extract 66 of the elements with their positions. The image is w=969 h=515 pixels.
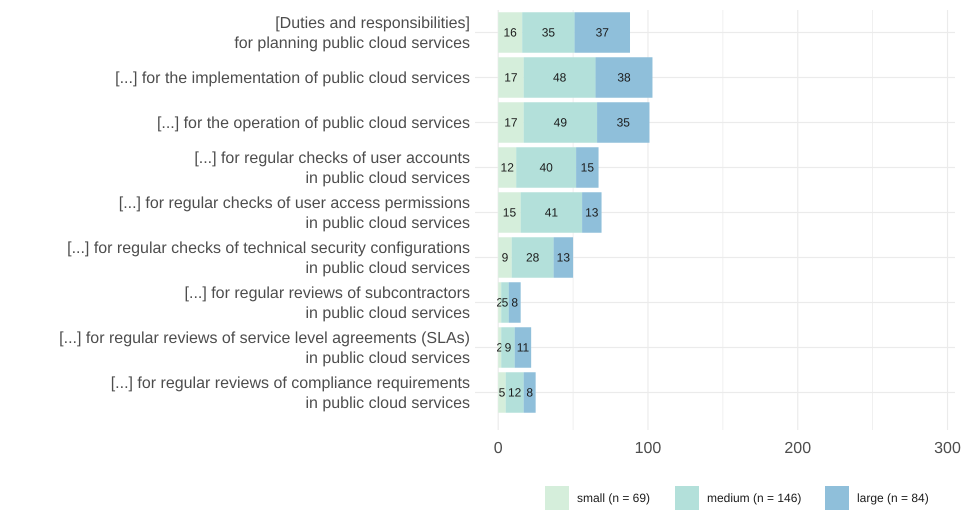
- data-label: 48: [552, 70, 567, 85]
- data-label: 49: [554, 116, 568, 130]
- bar: [498, 57, 524, 98]
- x-tick-label: 100: [634, 440, 662, 457]
- data-label: 8: [511, 296, 518, 310]
- bar: [524, 57, 596, 98]
- bar: [582, 192, 602, 233]
- y-tick-label: [...] for regular checks of user access permissions in public cloud services: [118, 195, 470, 232]
- bar: [524, 102, 598, 143]
- y-tick-label: [...] for the implementation of public cloud services: [115, 70, 470, 88]
- bar: [498, 192, 521, 233]
- bar: [508, 282, 521, 323]
- bar: [520, 192, 582, 233]
- legend-label: small (n = 69): [577, 491, 650, 506]
- bar: [596, 57, 652, 98]
- bar: [498, 372, 506, 413]
- bar: [498, 147, 516, 188]
- data-label: 17: [504, 70, 518, 85]
- y-tick-label: [...] for regular reviews of subcontractors in public cloud services: [184, 285, 470, 322]
- bar: [516, 147, 576, 188]
- data-label: 40: [539, 160, 554, 175]
- data-label: 15: [502, 206, 516, 220]
- data-label: 12: [500, 160, 514, 175]
- data-label: 35: [542, 26, 556, 40]
- data-label: 13: [585, 206, 599, 220]
- y-tick-label: [...] for the operation of public cloud services: [156, 115, 470, 132]
- x-tick-label: 200: [784, 440, 812, 457]
- data-label: 15: [580, 160, 594, 175]
- bar: [498, 237, 512, 278]
- data-label: 28: [526, 250, 540, 265]
- x-tick-label: 0: [494, 440, 503, 457]
- data-label: 41: [544, 206, 558, 220]
- data-label: 5: [502, 296, 509, 310]
- data-label: 16: [504, 26, 518, 40]
- data-label: 38: [617, 70, 632, 85]
- bar: [501, 327, 515, 368]
- bar: [574, 12, 630, 53]
- data-label: 5: [498, 386, 506, 400]
- legend-label: medium (n = 146): [707, 491, 802, 506]
- data-label: 37: [596, 26, 610, 40]
- x-tick-label: 300: [934, 440, 961, 457]
- bar: [498, 12, 522, 53]
- bar: [522, 12, 575, 53]
- legend-label: large (n = 84): [857, 491, 929, 506]
- bar: [524, 372, 536, 413]
- bar: [501, 282, 509, 323]
- data-label: 12: [508, 386, 522, 400]
- data-label: 8: [526, 386, 534, 400]
- data-label: 13: [556, 250, 570, 265]
- bar: [514, 327, 532, 368]
- data-label: 9: [502, 250, 509, 265]
- bar: [597, 102, 650, 143]
- y-tick-label: [...] for regular reviews of service level agreements (SLAs) in public cloud services: [59, 330, 470, 368]
- y-tick-label: [...] for regular checks of user accounts in public cloud services: [194, 150, 470, 188]
- y-tick-label: [...] for regular reviews of compliance requirements in public cloud services: [110, 375, 470, 412]
- data-label: 17: [504, 116, 518, 130]
- bar: [512, 237, 554, 278]
- data-label: 9: [504, 340, 512, 355]
- y-tick-label: [Duties and responsibilities] for planning public cloud services: [234, 15, 470, 52]
- bar: [576, 147, 599, 188]
- bar: [506, 372, 524, 413]
- data-label: 11: [516, 340, 530, 355]
- y-tick-label: [...] for regular checks of technical security configurations in public cloud services: [67, 240, 470, 278]
- bar: [498, 102, 524, 143]
- bar: [554, 237, 574, 278]
- data-label: 35: [616, 116, 630, 130]
